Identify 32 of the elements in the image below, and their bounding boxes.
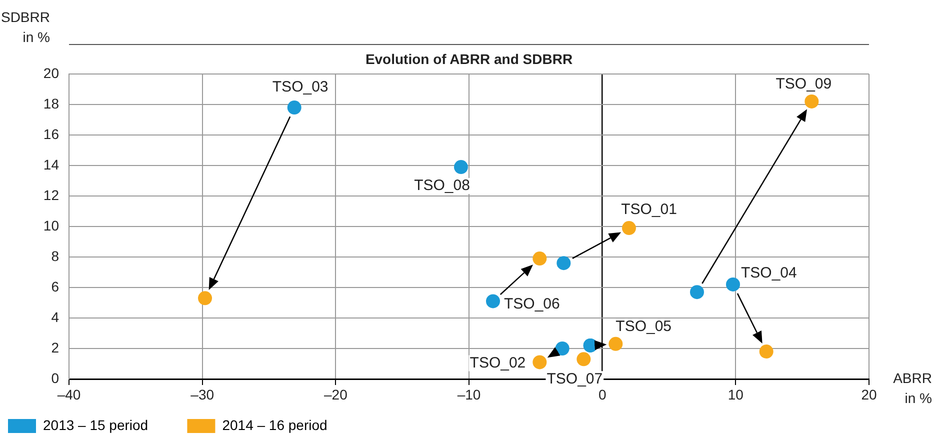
y-tick-label: 14 — [43, 156, 60, 172]
x-tick-label: 10 — [728, 386, 744, 402]
y-tick-label: 10 — [43, 217, 60, 234]
annotation: TSO_06 — [504, 295, 560, 312]
x-tick-label: –30 — [190, 386, 214, 402]
annotation: TSO_04 — [741, 264, 797, 282]
x-tick-label: 20 — [861, 386, 877, 402]
y-tick-label: 18 — [43, 95, 60, 112]
y-tick-label: 20 — [43, 64, 60, 81]
annotation: TSO_01 — [621, 201, 677, 218]
y-tick-label: 2 — [51, 339, 60, 356]
chart-title: Evolution of ABRR and SDBRR — [365, 50, 573, 67]
y-tick-label: 12 — [43, 186, 60, 203]
annotation: TSO_07 — [546, 370, 603, 388]
y-tick-label: 8 — [51, 248, 60, 264]
x-axis-title: ABRR in % — [893, 370, 932, 406]
y-tick-label: 6 — [51, 278, 60, 294]
annotation: TSO_08 — [414, 177, 470, 194]
x-tick-label: –10 — [457, 386, 481, 402]
y-tick-label: 4 — [51, 308, 60, 325]
y-axis-title: SDBRR in % — [0, 8, 50, 45]
annotation: TSO_05 — [616, 318, 672, 336]
annotation: TSO_02 — [470, 354, 526, 372]
y-tick-label: 0 — [51, 370, 60, 386]
x-tick-label: 0 — [598, 386, 606, 402]
x-tick-label: –20 — [324, 386, 348, 402]
annotation: TSO_03 — [272, 78, 328, 96]
y-tick-label: 16 — [43, 126, 60, 142]
x-tick-label: –40 — [57, 386, 81, 402]
legend-label: 2013 – 15 period — [43, 416, 180, 433]
legend-label: 2014 – 16 period — [222, 416, 358, 433]
annotation: TSO_09 — [776, 76, 832, 93]
